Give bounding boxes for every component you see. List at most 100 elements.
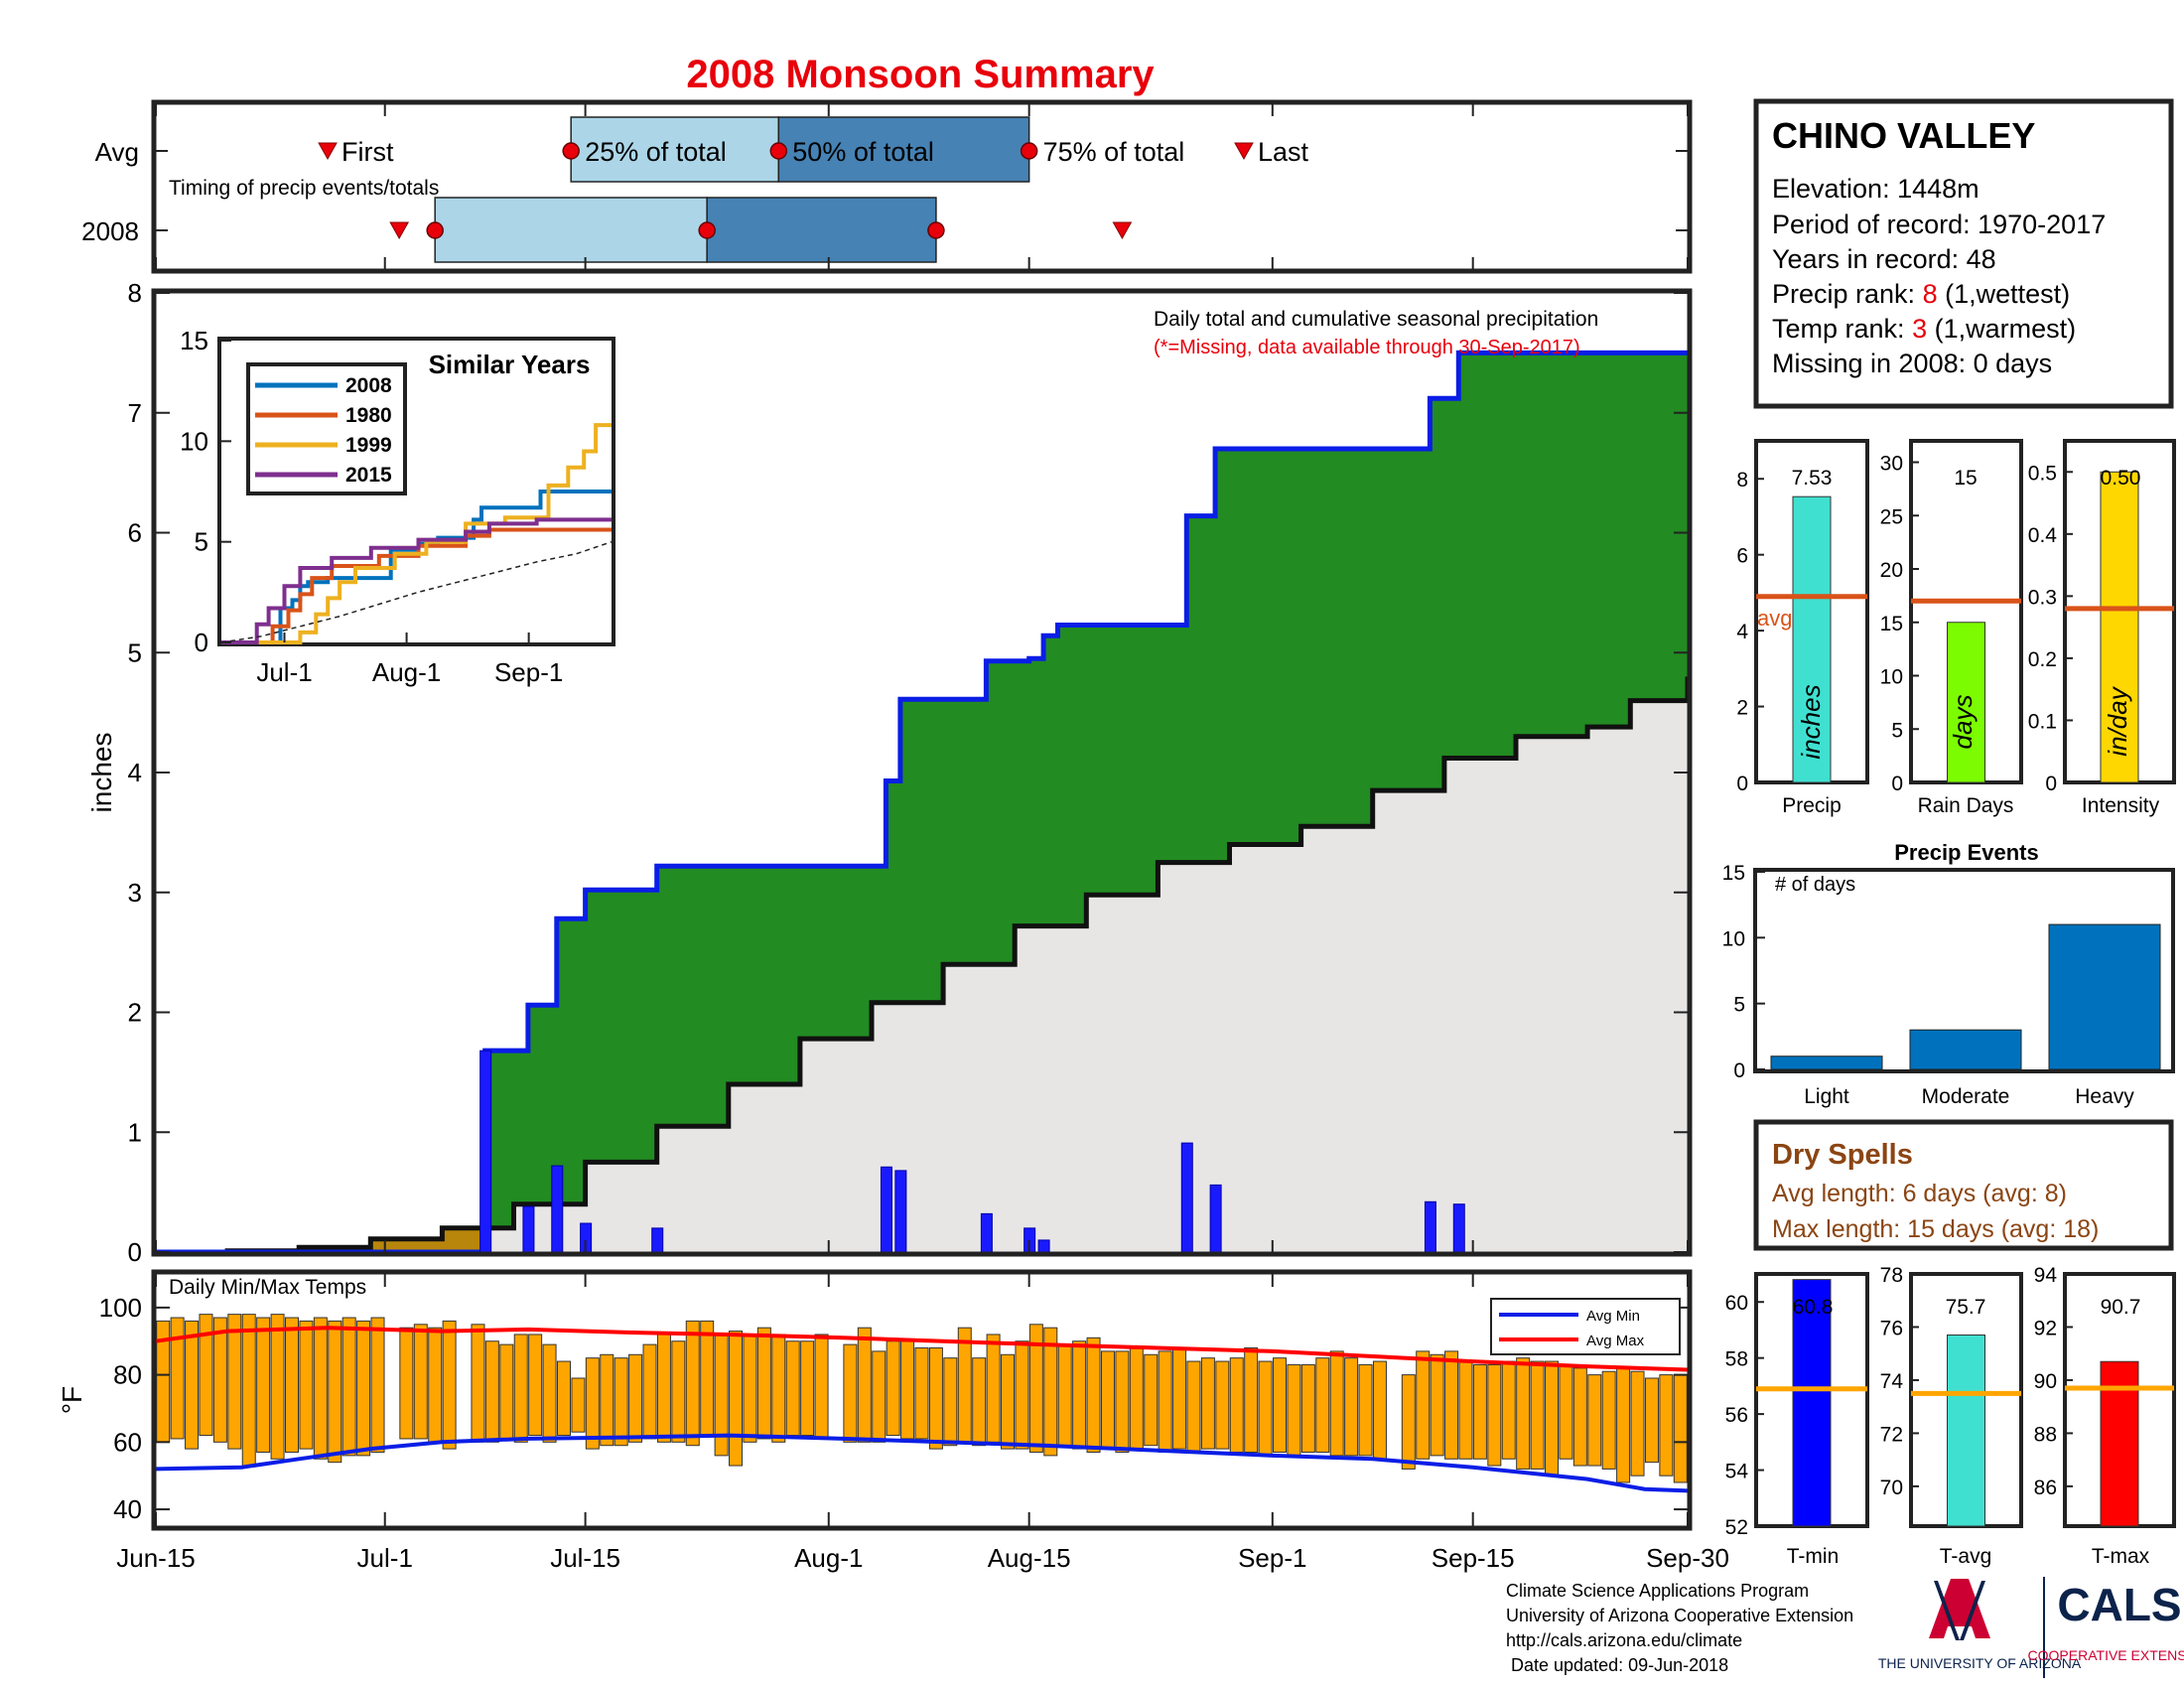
timing-row-avg: Avg xyxy=(95,137,139,167)
daily-temp-bar xyxy=(241,1314,256,1467)
daily-temp-bar xyxy=(1144,1353,1159,1447)
station-temp-rank: Temp rank: 3 (1,warmest) xyxy=(1772,314,2076,344)
daily-temp-bar xyxy=(1158,1350,1172,1453)
daily-temp-bar xyxy=(1001,1353,1016,1450)
stat-bar xyxy=(2100,471,2139,783)
precip-events-panel: Precip Events Light Moderate Heavy 0 5 10 15 #… xyxy=(1722,840,2175,1108)
inset-y-tick-label: 10 xyxy=(180,426,208,456)
station-name: CHINO VALLEY xyxy=(1772,115,2035,156)
daily-temp-bar xyxy=(212,1317,227,1443)
university-logo: THE UNIVERSITY OF ARIZONA xyxy=(1878,1579,2082,1671)
event-bar xyxy=(1770,1055,1883,1070)
daily-temp-bar xyxy=(972,1357,987,1447)
daily-temp-bar xyxy=(1659,1374,1674,1477)
footer-line-1: Climate Science Applications Program xyxy=(1506,1581,1809,1601)
ua-logo-text: THE UNIVERSITY OF ARIZONA xyxy=(1878,1655,2082,1671)
date-tick-label: Sep-15 xyxy=(1432,1543,1515,1573)
daily-temp-bar xyxy=(284,1317,299,1453)
temp-y-tick-label: 100 xyxy=(99,1293,142,1323)
daily-temp-bar xyxy=(1129,1347,1144,1450)
timing-avg-label: 50% of total xyxy=(792,137,934,167)
temp-stat-bar xyxy=(1792,1279,1832,1527)
inset-x-tick-label: Jul-1 xyxy=(256,657,312,687)
daily-temp-bar xyxy=(700,1320,715,1437)
daily-temp-bar xyxy=(1072,1340,1087,1450)
daily-temp-bar xyxy=(1501,1360,1516,1460)
daily-temp-bar xyxy=(928,1347,943,1450)
temp-stat-tick-label: 56 xyxy=(1725,1404,1748,1427)
series-line-1999 xyxy=(221,423,612,644)
daily-temp-bar xyxy=(542,1343,557,1443)
precip-y-axis: 0 1 2 3 4 5 6 7 8 xyxy=(128,278,1688,1267)
station-period: Period of record: 1970-2017 xyxy=(1772,210,2106,239)
temp-y-label: °F xyxy=(57,1386,87,1414)
inset-y-tick-label: 5 xyxy=(195,527,208,557)
daily-temp-bar xyxy=(1300,1363,1315,1453)
precip-areas xyxy=(156,350,1691,1255)
daily-temp-bar xyxy=(1315,1357,1330,1453)
date-tick-label: Aug-15 xyxy=(988,1543,1071,1573)
temp-stat-tick-label: 76 xyxy=(1880,1317,1903,1339)
date-tick-label: Sep-1 xyxy=(1238,1543,1306,1573)
stat-tick-label: 0.3 xyxy=(2028,586,2057,609)
cals-subtitle: COOPERATIVE EXTENSION xyxy=(2028,1647,2184,1663)
daily-precip-bar xyxy=(1209,1184,1222,1253)
daily-temp-bar xyxy=(328,1320,342,1464)
timing-panel: First 25% of total 50% of total 75% of tota… xyxy=(81,99,1693,274)
stat-tick-label: 0 xyxy=(1736,773,1748,795)
stat-tick-label: 4 xyxy=(1736,621,1748,643)
precip-value: 7.53 xyxy=(1792,467,1833,490)
date-tick-label: Jun-15 xyxy=(116,1543,196,1573)
stat-tick-label: 0.2 xyxy=(2028,648,2057,671)
avg-first-marker xyxy=(318,142,338,161)
daily-temp-bar xyxy=(1401,1374,1416,1470)
tavg-label: T-avg xyxy=(1940,1545,1992,1568)
daily-temp-bar xyxy=(1358,1363,1373,1457)
event-category-label: Moderate xyxy=(1922,1085,2010,1108)
temp-y-tick-label: 60 xyxy=(113,1427,142,1457)
intensity-label: Intensity xyxy=(2082,794,2160,817)
daily-precip-bar xyxy=(894,1170,907,1253)
daily-temp-bar xyxy=(1601,1370,1616,1470)
stat-tick-label: 0.4 xyxy=(2028,524,2058,547)
daily-temp-bar xyxy=(771,1334,786,1443)
avg-cumulative-area xyxy=(156,676,1688,1252)
similar-years-lines xyxy=(220,423,613,644)
precip-y-label: inches xyxy=(86,733,117,813)
daily-temp-bar xyxy=(1258,1360,1273,1457)
cals-logo: CALS xyxy=(2057,1579,2181,1630)
daily-temp-bar xyxy=(1516,1357,1531,1470)
series-line-2008 xyxy=(221,490,612,644)
legend-avg-min: Avg Min xyxy=(1586,1308,1640,1325)
daily-temp-bar xyxy=(785,1340,800,1437)
avg-p50-marker xyxy=(769,142,788,160)
daily-temp-bar xyxy=(1057,1343,1072,1447)
year-first-marker xyxy=(389,221,410,240)
daily-temp-bar xyxy=(1587,1374,1602,1467)
precip-y-tick-label: 1 xyxy=(128,1117,142,1147)
tavg-value: 75.7 xyxy=(1946,1296,1986,1319)
footer-line-2: University of Arizona Cooperative Extens… xyxy=(1506,1606,1853,1625)
daily-temp-bar xyxy=(914,1347,929,1440)
date-tick-label: Jul-15 xyxy=(550,1543,620,1573)
avg-cumulative-line xyxy=(156,676,1691,1255)
figure-title: 2008 Monsoon Summary xyxy=(686,53,1155,96)
daily-temp-bar xyxy=(185,1320,200,1450)
stat-tick-label: 8 xyxy=(1736,469,1748,492)
year-first-quartile-box xyxy=(434,197,708,263)
dry-spells-title: Dry Spells xyxy=(1772,1139,1913,1171)
daily-temp-bar xyxy=(986,1334,1001,1443)
daily-temp-bar xyxy=(756,1327,771,1440)
daily-precip-bar xyxy=(1424,1200,1436,1253)
temp-stat-tick-label: 86 xyxy=(2034,1477,2057,1499)
event-category-label: Light xyxy=(1804,1085,1849,1108)
precip-y-tick-label: 0 xyxy=(128,1237,142,1267)
stat-tick-label: 15 xyxy=(1880,613,1903,635)
temp-stat-tick-label: 78 xyxy=(1880,1264,1903,1287)
daily-temp-bar xyxy=(227,1314,242,1450)
tmax-label: T-max xyxy=(2092,1545,2150,1568)
daily-temp-bar xyxy=(656,1334,671,1443)
station-years: Years in record: 48 xyxy=(1772,244,1996,274)
daily-temp-bar xyxy=(170,1317,185,1440)
